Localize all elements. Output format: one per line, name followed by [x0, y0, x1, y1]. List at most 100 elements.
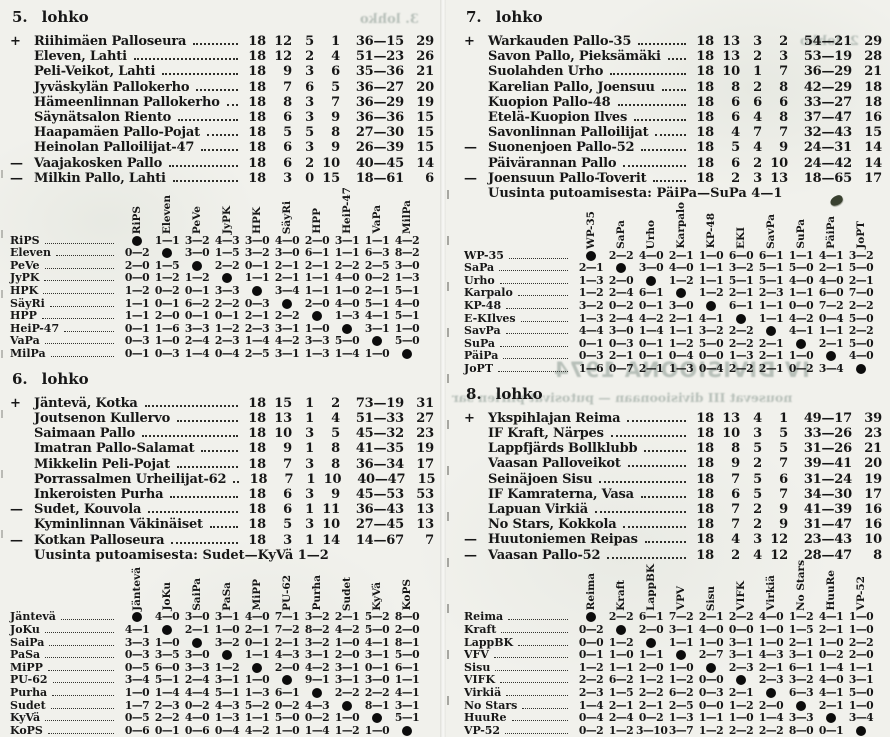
- score-cell: 3—3: [184, 321, 210, 335]
- stat-wins: 7: [731, 501, 740, 517]
- standings-table: + Ykspihlajan Reima 18 13 4 1 49—17 39 IF Kraft,…: [464, 411, 882, 563]
- score-cell: 0—2: [578, 623, 604, 637]
- team-abbreviation: SaiPa: [190, 577, 203, 611]
- leader-dots: [226, 103, 238, 106]
- self-match-cell: [272, 297, 302, 310]
- score-cell: 6—3: [788, 686, 814, 700]
- crosstable-row-label: PU-62: [10, 673, 48, 687]
- crosstable-column-header: VaPa: [362, 192, 392, 233]
- crosstable-row-label: JoPT: [464, 362, 493, 376]
- self-match-cell: [242, 661, 272, 674]
- score-cell: 6—2: [608, 673, 634, 687]
- score-cell: 0—4: [818, 311, 844, 325]
- crosstable-cells: 0—3 1—0 2—4 2—3 1—4 4—2 3—3 5—0 5—0: [122, 334, 422, 347]
- crosstable-cells: 1—1 3—2 4—3 3—0 4—0 2—0 3—1 1—1 4—2: [122, 234, 422, 247]
- crosstable-row-label: HuuRe: [464, 711, 507, 725]
- stat-goals: 36—15: [355, 34, 404, 49]
- crosstable-column-header: SavPa: [756, 207, 786, 249]
- score-cell: 1—1: [848, 660, 874, 674]
- score-cell: 0—2: [364, 271, 390, 285]
- crosstable-row-head: Urho: [464, 274, 576, 287]
- stat-goals: 36—36: [355, 109, 404, 125]
- score-cell: 3—0: [184, 246, 210, 260]
- crosstable-column-header: SaPa: [606, 207, 636, 249]
- score-cell: 1—5: [214, 246, 240, 260]
- score-cell: 2—1: [184, 623, 210, 637]
- score-cell: 3—0: [608, 324, 634, 338]
- stat-games: 18: [248, 140, 266, 156]
- score-cell: 3—3: [124, 635, 150, 649]
- crosstable-column-header: Jäntevä: [122, 567, 152, 611]
- leader-dots: [206, 134, 238, 137]
- stat-wins: 9: [283, 64, 292, 80]
- self-match-cell: [696, 661, 726, 674]
- crosstable-cells: 1—2 2—4 6—1 1—2 2—1 2—3 1—1 6—0 7—0: [576, 286, 876, 299]
- crosstable-column-header: JoKu: [152, 569, 182, 611]
- stat-games: 18: [696, 441, 714, 457]
- team-name: Haapamäen Pallo-Pojat: [34, 125, 200, 141]
- stat-points: 31: [416, 395, 434, 411]
- crosstable-row-label: Kraft: [464, 623, 497, 637]
- stat-points: 17: [864, 170, 882, 186]
- crosstable-row: SaPa 2—1 3—0 4—0 1—1 3—2 5—1 5—0 2—1 5—0: [464, 261, 882, 274]
- stat-wins: 6: [731, 94, 740, 110]
- binding-tick-marks: [447, 190, 449, 730]
- leader-dots: [201, 450, 238, 453]
- stat-losses: 4: [331, 411, 340, 426]
- crosstable-column-headers: WP-35 SaPa Urho Karpalo KP-48 EKI SavPa SuPa Päi…: [576, 202, 876, 249]
- stat-wins: 9: [283, 441, 292, 457]
- crosstable-row: MilPa 0—1 0—3 1—4 0—4 2—5 3—1 1—3 1—4 1—0: [10, 347, 434, 360]
- crosstable-row-head: Sisu: [464, 661, 576, 674]
- score-cell: 2—2: [638, 686, 664, 700]
- self-match-cell: [726, 312, 756, 325]
- stat-draws: 0: [305, 170, 314, 186]
- crosstable-column-header: SäyRi: [272, 192, 302, 234]
- crosstable-column-header: JyPK: [212, 192, 242, 234]
- crosstable-header-row: WP-35 SaPa Urho Karpalo KP-48 EKI SavPa SuPa Päi…: [464, 202, 882, 249]
- crosstable-row-head: PaSa: [10, 648, 122, 661]
- crosstable-column-header: Virkiä: [756, 569, 786, 611]
- score-cell: 4—0: [394, 296, 420, 310]
- crosstable-row: JoPT 1—6 0—7 2—1 1—3 0—4 2—2 2—1 0—2 3—4: [464, 362, 882, 375]
- stat-games: 18: [696, 547, 714, 563]
- stat-draws: 3: [753, 170, 762, 186]
- score-cell: 1—0: [698, 635, 724, 649]
- score-cell: 1—2: [214, 660, 240, 674]
- crosstable-row: HuuRe 0—4 2—4 0—2 1—3 1—1 1—0 1—4 3—3 3—4: [464, 711, 882, 724]
- stat-wins: 7: [731, 471, 740, 487]
- crosstable-row-label: PäiPa: [464, 349, 499, 363]
- score-cell: 4—4: [578, 324, 604, 338]
- score-cell: 5—1: [728, 273, 754, 287]
- score-cell: 1—3: [578, 311, 604, 325]
- crosstable-row: Kraft 0—2 2—0 3—1 4—0 0—0 1—0 1—5 2—1 1—0: [464, 623, 882, 636]
- score-cell: 2—1: [334, 610, 360, 624]
- score-cell: 4—1: [788, 324, 814, 338]
- crosstable-cells: 1—7 2—3 0—2 4—3 5—2 0—2 4—3 8—1 3—1: [122, 699, 422, 712]
- stat-points: 29: [864, 34, 882, 49]
- score-cell: 8—2: [394, 246, 420, 260]
- stat-points: 10: [864, 532, 882, 548]
- team-name: Heinolan Palloilijat-47: [34, 140, 195, 156]
- score-cell: 2—1: [698, 610, 724, 624]
- score-cell: 8—0: [394, 610, 420, 624]
- score-cell: 1—2: [184, 271, 210, 285]
- leader-dots: [178, 118, 238, 121]
- score-cell: 0—3: [608, 336, 634, 350]
- stat-goals: 31—47: [803, 517, 852, 533]
- stat-losses: 5: [331, 426, 340, 442]
- score-cell: 0—1: [244, 635, 270, 649]
- stat-goals: 53—19: [803, 49, 852, 65]
- crosstable-row: VIFK 2—2 6—2 1—2 1—2 0—0 2—3 3—2 4—0 3—1: [464, 673, 882, 687]
- score-cell: 6—2: [184, 296, 210, 310]
- score-cell: 7—0: [848, 286, 874, 300]
- stat-draws: 2: [753, 79, 762, 95]
- league-group: 8. lohko + Ykspihlajan Reima 18 13 4 1 49—17 39 IF…: [464, 385, 882, 737]
- score-cell: 4—1: [394, 686, 420, 700]
- crosstable-row-label: JyPK: [10, 271, 40, 285]
- team-abbreviation: WP-35: [584, 210, 597, 249]
- score-cell: 3—4: [124, 673, 150, 687]
- score-cell: 0—6: [184, 723, 210, 737]
- crosstable-row-head: MiPP: [10, 661, 122, 674]
- leader-dots: [493, 657, 568, 659]
- self-match-dot: [856, 364, 866, 375]
